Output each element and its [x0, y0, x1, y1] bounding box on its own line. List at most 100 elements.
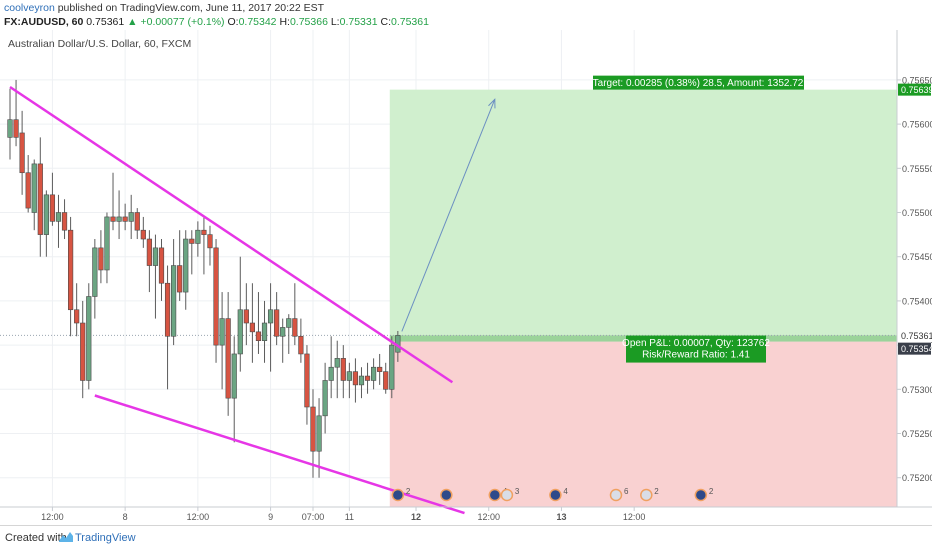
candle-body — [86, 296, 92, 381]
event-flag-circle — [640, 488, 653, 502]
candle-body — [267, 309, 274, 324]
event-flag-icon — [440, 488, 453, 502]
tradingview-brand[interactable]: TradingView — [75, 532, 136, 544]
arrow-head-icon — [488, 98, 496, 109]
candle-body — [225, 318, 231, 399]
price-tick-label: 0.75600 — [902, 120, 932, 130]
candle-body — [146, 238, 152, 266]
candle-body — [68, 229, 74, 311]
candle-body — [201, 229, 207, 235]
open-value: 0.75342 — [238, 16, 277, 28]
trendline-upper — [9, 85, 454, 384]
current-price-tag: 0.75361 — [901, 331, 932, 341]
candle-body — [43, 194, 49, 235]
time-tick-label: 9 — [268, 512, 273, 522]
candle-body — [92, 247, 98, 297]
candle-body — [352, 371, 359, 386]
time-tick-label: 12:00 — [41, 512, 64, 522]
event-flag-icon: 6 — [609, 487, 629, 502]
candle-body — [25, 172, 31, 209]
candle-body — [195, 229, 201, 244]
candle-body — [110, 216, 116, 222]
candle-body — [74, 309, 80, 324]
candle-body — [213, 247, 219, 346]
candle-body — [346, 371, 352, 381]
event-flag-circle — [500, 488, 514, 502]
published-text: published on TradingView.com, June 11, 2… — [57, 2, 325, 14]
event-count: 2 — [709, 487, 714, 496]
price-tick-label: 0.75250 — [902, 429, 932, 439]
candle-body — [189, 238, 195, 244]
price-axis: 0.75650 0.75600 0.75550 0.75500 0.75450 0.754… — [896, 30, 932, 507]
event-flag-icon: 3 — [500, 487, 520, 502]
event-flag-circle — [440, 488, 453, 502]
event-flag-circle — [694, 488, 708, 502]
event-flag-circle — [609, 488, 623, 502]
price-tick-label: 0.75550 — [902, 164, 932, 174]
event-flag-circle — [549, 488, 562, 502]
price-axis-bg — [897, 30, 932, 507]
candle-body — [49, 194, 56, 222]
time-axis: 12:00 8 12:00 9 07:00 11 12 12:00 13 12:00 — [0, 506, 932, 522]
candle-body — [316, 415, 322, 452]
candle-body — [322, 380, 328, 417]
candle-body — [298, 335, 304, 355]
candle-body — [31, 163, 37, 213]
symbol-label: FX:AUDUSD, 60 — [4, 16, 84, 28]
price-tick-label: 0.75450 — [902, 252, 932, 262]
candle-body — [370, 366, 377, 381]
close-label: C: — [380, 16, 392, 28]
event-count: 3 — [515, 487, 520, 496]
pnl-label: Open P&L: 0.00007, Qty: 123762 — [622, 338, 770, 349]
price-chart[interactable]: Target: 0.00285 (0.38%) 28.5, Amount: 13… — [0, 0, 932, 525]
candle-body — [37, 163, 43, 235]
price-tick-label: 0.75650 — [902, 75, 932, 85]
candle-body — [104, 216, 110, 271]
target-label-box — [593, 75, 804, 90]
candle-body — [364, 375, 371, 381]
time-tick-label: 13 — [556, 512, 566, 522]
author-link[interactable]: coolveyron — [4, 2, 55, 14]
projection-arrow-line — [401, 99, 496, 332]
candle-body — [116, 216, 122, 222]
price-tick-label: 0.75300 — [902, 385, 932, 395]
stop-zone — [389, 341, 897, 507]
candle-body — [237, 309, 243, 355]
pnl-label-box — [626, 335, 766, 363]
footer: Created with TradingView — [0, 525, 932, 551]
candle-body — [19, 132, 25, 174]
candle-body — [55, 212, 62, 222]
low-label: L: — [330, 16, 340, 28]
chart-title: Australian Dollar/U.S. Dollar, 60, FXCM — [8, 38, 191, 50]
target-price-tag: 0.75639 — [901, 85, 932, 95]
target-price-tag-box — [898, 83, 931, 96]
event-flag-circle — [488, 488, 502, 502]
time-tick-label: 12:00 — [477, 512, 500, 522]
price-tick-label: 0.75500 — [902, 208, 932, 218]
candle-body — [219, 318, 225, 346]
high-label: H: — [279, 16, 290, 28]
change-value: ▲ +0.00077 (+0.1%) — [127, 16, 225, 28]
candle-body — [231, 353, 237, 399]
risk-reward-label: Risk/Reward Ratio: 1.41 — [642, 350, 750, 361]
candle-body — [340, 358, 346, 381]
candle-body — [255, 331, 262, 341]
price-tick-label: 0.75400 — [902, 296, 932, 306]
candle-body — [377, 366, 383, 372]
entry-price-tag: 0.75354 — [901, 344, 932, 354]
candle-body — [261, 322, 268, 341]
header-bar: coolveyron published on TradingView.com,… — [0, 0, 932, 30]
event-flag-icon: 4 — [549, 487, 568, 502]
candle-body — [207, 234, 213, 249]
candle-body — [334, 358, 340, 368]
target-zone — [389, 89, 897, 342]
target-label: Target: 0.00285 (0.38%) 28.5, Amount: 13… — [593, 78, 804, 89]
current-price-tag-box — [898, 329, 931, 342]
candle-body — [249, 322, 256, 333]
candle-body — [13, 119, 19, 138]
time-tick-label: 07:00 — [302, 512, 325, 522]
candle-body — [177, 265, 183, 293]
last-price: 0.75361 — [86, 16, 125, 28]
created-with-text: Created with — [5, 532, 67, 544]
candles — [7, 79, 401, 478]
